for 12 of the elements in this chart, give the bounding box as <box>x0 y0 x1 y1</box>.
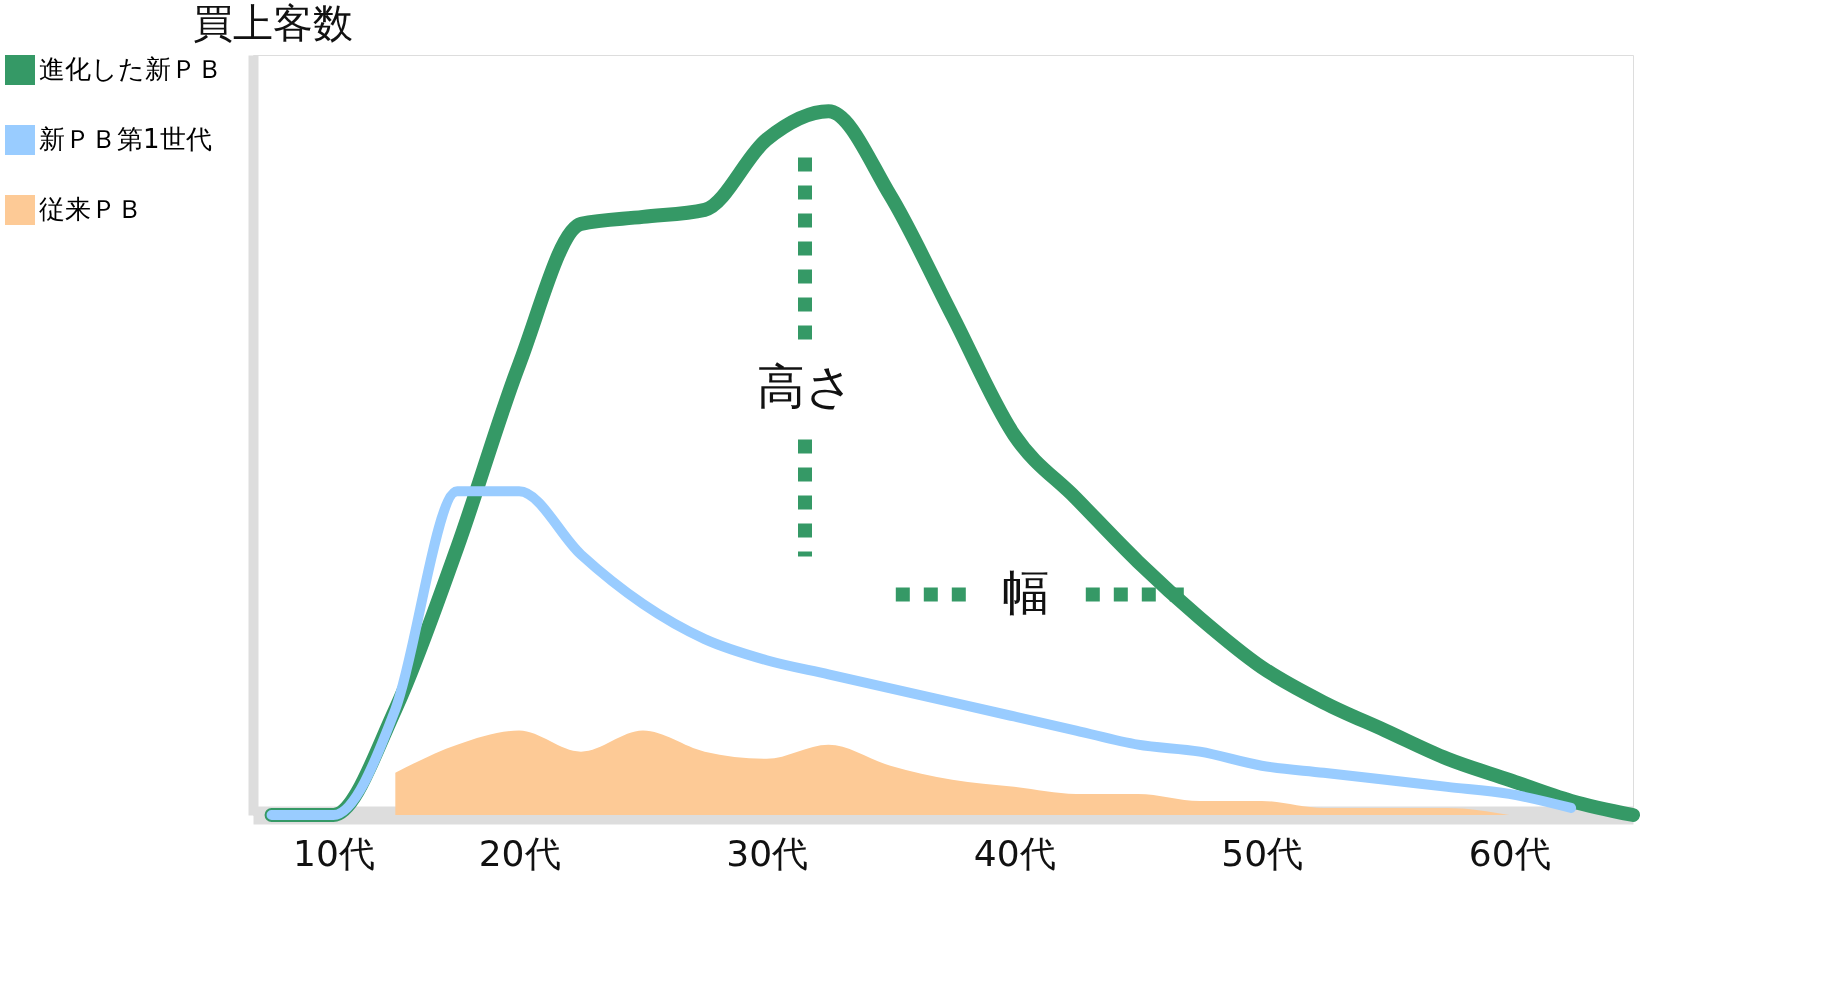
annotation: 幅 <box>1001 563 1050 620</box>
legend-label: 進化した新ＰＢ <box>39 54 223 84</box>
legend-label: 従来ＰＢ <box>39 194 143 224</box>
x-tick-label: 50代 <box>1221 832 1304 874</box>
legend-label: 新ＰＢ第1世代 <box>39 124 212 154</box>
x-tick-label: 10代 <box>293 832 375 874</box>
annotation: 高さ <box>756 358 854 415</box>
x-tick-label: 20代 <box>478 832 561 874</box>
x-tick-label: 60代 <box>1468 832 1551 874</box>
x-tick-label: 40代 <box>973 832 1056 874</box>
y-axis-title: 買上客数 <box>193 0 353 46</box>
x-tick-label: 30代 <box>726 832 809 874</box>
